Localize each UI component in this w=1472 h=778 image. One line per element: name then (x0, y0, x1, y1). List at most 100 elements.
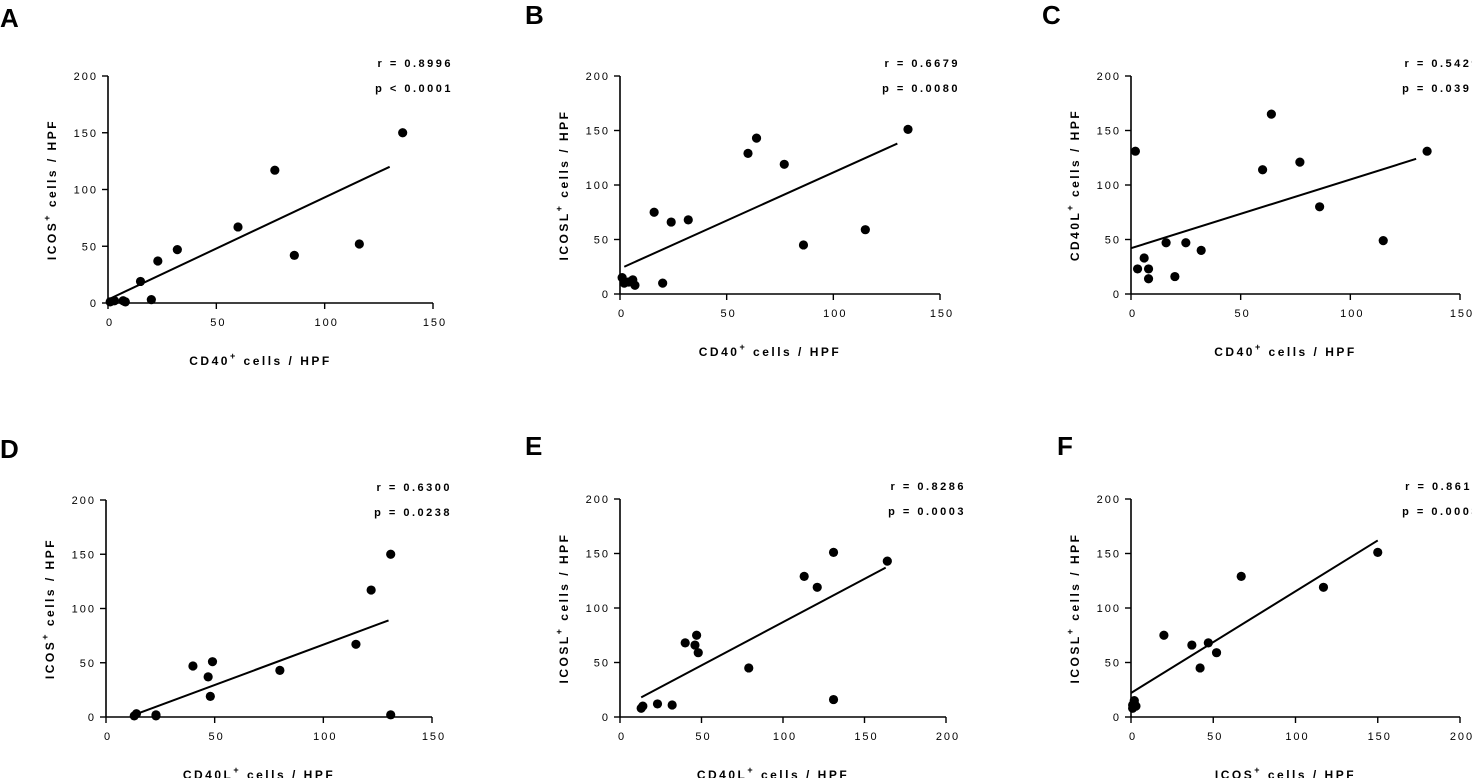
x-tick-label: 0 (1129, 731, 1137, 743)
x-tick-label: 150 (930, 308, 954, 320)
data-point (289, 250, 299, 260)
panel-letter: D (0, 434, 19, 464)
x-axis-label-sup: + (233, 765, 241, 775)
x-axis-label-marker: CD40 (1214, 345, 1255, 359)
regression-line (1130, 157, 1417, 250)
x-axis-label-marker: CD40 (189, 354, 230, 368)
data-point (798, 240, 809, 250)
y-axis-label-sup: + (554, 204, 564, 212)
data-point (172, 245, 182, 255)
data-point (828, 547, 839, 558)
data-point (233, 222, 243, 232)
x-tick-label: 0 (618, 308, 626, 320)
y-axis-label-sup: + (40, 632, 50, 640)
data-point (1258, 165, 1268, 175)
y-axis-label-sup: + (554, 627, 564, 635)
y-tick-label: 100 (74, 185, 98, 197)
panel-letter: B (525, 0, 544, 30)
data-point (751, 133, 762, 143)
y-tick-label: 0 (90, 298, 98, 310)
regression-line (1130, 539, 1379, 694)
stat-p-value: p = 0.0003 (1402, 506, 1472, 518)
y-tick-label: 200 (74, 71, 98, 83)
y-axis-label: ICOSL+ cells / HPF (1065, 533, 1082, 684)
x-axis-label-suffix: cells / HPF (755, 768, 849, 778)
data-point (1236, 571, 1246, 581)
data-point (146, 294, 156, 305)
panel-letter: C (1042, 0, 1061, 30)
x-tick-label: 100 (823, 308, 847, 320)
y-axis-label-suffix: cells / HPF (43, 538, 57, 632)
y-tick-label: 150 (74, 128, 98, 140)
data-point (1195, 663, 1205, 673)
data-point (188, 661, 198, 671)
x-tick-label: 50 (210, 317, 226, 329)
y-tick-label: 100 (72, 604, 96, 616)
x-axis-label-sup: + (1255, 342, 1263, 352)
data-point (1139, 253, 1149, 263)
y-axis-label: ICOS+ cells / HPF (42, 119, 59, 260)
x-tick-label: 50 (695, 731, 711, 743)
y-axis-label-marker: ICOSL (557, 211, 571, 260)
stat-r-value: r = 0.8611 (1405, 481, 1472, 493)
data-point (1181, 238, 1191, 248)
y-tick-label: 0 (1113, 289, 1121, 301)
regression-line (623, 142, 898, 268)
data-point (680, 638, 690, 648)
data-point (1143, 264, 1154, 274)
x-tick-label: 0 (106, 317, 114, 329)
x-axis-label-sup: + (739, 342, 747, 352)
data-point (120, 297, 130, 307)
y-tick-label: 150 (586, 126, 610, 138)
x-axis-label-marker: CD40L (697, 768, 748, 778)
stat-p-value: p = 0.0080 (882, 83, 960, 95)
y-axis-label-marker: ICOSL (557, 634, 571, 683)
y-axis-label: CD40L+ cells / HPF (1065, 109, 1082, 261)
y-tick-label: 150 (1097, 126, 1121, 138)
stat-r-value: r = 0.8996 (378, 58, 453, 70)
x-tick-label: 100 (314, 317, 338, 329)
data-point (779, 159, 789, 169)
stat-p-value: p < 0.0001 (375, 83, 453, 95)
y-tick-label: 50 (594, 658, 610, 670)
x-axis-label: CD40+ cells / HPF (189, 351, 331, 368)
y-tick-label: 100 (1097, 603, 1121, 615)
x-axis-label: CD40+ cells / HPF (1214, 342, 1356, 359)
x-tick-label: 50 (209, 731, 225, 743)
y-axis-label-suffix: cells / HPF (1068, 109, 1082, 203)
data-point (205, 691, 215, 701)
x-tick-label: 200 (936, 731, 960, 743)
y-tick-label: 150 (72, 549, 96, 561)
regression-line (133, 619, 389, 716)
data-point (1161, 238, 1171, 248)
data-point (351, 639, 361, 649)
y-axis-label-marker: CD40L (1068, 211, 1082, 262)
y-axis-label: ICOSL+ cells / HPF (554, 110, 571, 261)
x-tick-label: 50 (1207, 731, 1223, 743)
stat-p-value: p = 0.0238 (374, 507, 452, 519)
x-tick-label: 50 (1235, 308, 1251, 320)
y-tick-label: 200 (1097, 71, 1121, 83)
stat-p-value: p = 0.0003 (888, 506, 966, 518)
stat-r-value: r = 0.6679 (885, 58, 960, 70)
y-axis-label-sup: + (1065, 627, 1075, 635)
data-point (652, 699, 663, 709)
x-tick-label: 0 (618, 731, 626, 743)
y-tick-label: 200 (586, 494, 610, 506)
x-axis-label-sup: + (230, 351, 238, 361)
y-tick-label: 0 (1113, 712, 1121, 724)
y-tick-label: 150 (586, 549, 610, 561)
y-axis-label: ICOS+ cells / HPF (40, 538, 57, 679)
data-point (744, 663, 754, 673)
y-tick-label: 50 (80, 658, 96, 670)
x-tick-label: 200 (1450, 731, 1472, 743)
x-tick-label: 50 (721, 308, 737, 320)
data-point (882, 556, 892, 566)
data-point (1211, 648, 1222, 658)
stat-p-value: p = 0.0391 (1402, 83, 1472, 95)
y-tick-label: 0 (88, 712, 96, 724)
data-point (638, 701, 648, 711)
